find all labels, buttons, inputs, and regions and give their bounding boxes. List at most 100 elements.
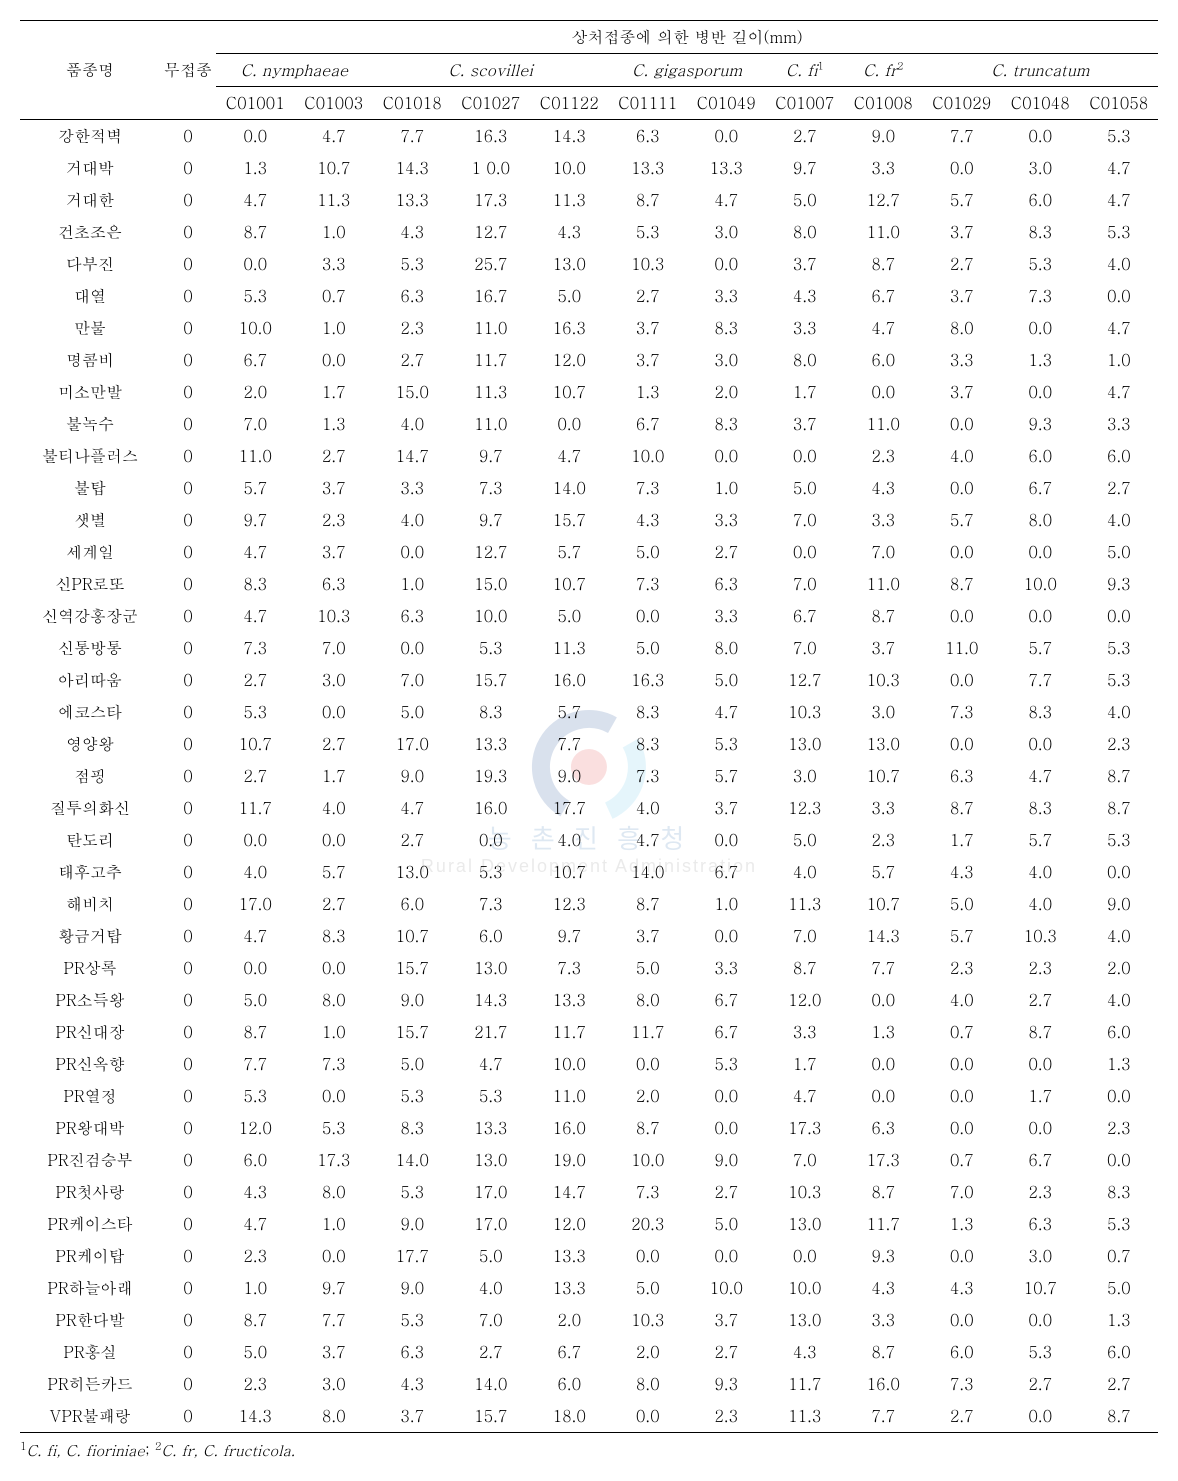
value-cell: 6.0: [452, 920, 531, 952]
value-cell: 9.7: [530, 920, 609, 952]
value-cell: 5.7: [530, 536, 609, 568]
value-cell: 11.7: [609, 1016, 688, 1048]
value-cell: 17.3: [452, 184, 531, 216]
value-cell: 8.7: [1080, 1400, 1159, 1433]
value-cell: 2.3: [1001, 952, 1080, 984]
value-cell: 1.7: [295, 376, 374, 408]
value-cell: 9.0: [373, 1272, 452, 1304]
value-cell: 6.3: [295, 568, 374, 600]
value-cell: 5.3: [373, 1080, 452, 1112]
value-cell: 17.0: [373, 728, 452, 760]
value-cell: 8.3: [373, 1112, 452, 1144]
value-cell: 3.7: [766, 248, 845, 280]
variety-name-cell: PR왕대박: [20, 1112, 160, 1144]
control-cell: 0: [160, 248, 216, 280]
value-cell: 0.0: [295, 696, 374, 728]
value-cell: 2.7: [766, 120, 845, 153]
value-cell: 6.7: [844, 280, 923, 312]
value-cell: 11.3: [530, 632, 609, 664]
table-row: PR케이스타04.71.09.017.012.020.35.013.011.71…: [20, 1208, 1158, 1240]
value-cell: 0.0: [923, 1304, 1002, 1336]
value-cell: 11.0: [452, 312, 531, 344]
value-cell: 7.0: [766, 568, 845, 600]
value-cell: 4.7: [295, 120, 374, 153]
footnote: 1C. fi, C. fioriniae; 2C. fr, C. fructic…: [20, 1433, 1158, 1461]
value-cell: 5.3: [216, 696, 295, 728]
value-cell: 10.0: [609, 1144, 688, 1176]
value-cell: 0.0: [923, 1080, 1002, 1112]
variety-name-cell: 거대박: [20, 152, 160, 184]
value-cell: 6.3: [373, 280, 452, 312]
variety-name-cell: PR홍실: [20, 1336, 160, 1368]
value-cell: 3.0: [687, 344, 766, 376]
table-row: 점핑02.71.79.019.39.07.35.73.010.76.34.78.…: [20, 760, 1158, 792]
value-cell: 3.0: [295, 664, 374, 696]
control-cell: 0: [160, 472, 216, 504]
table-row: 만물010.01.02.311.016.33.78.33.34.78.00.04…: [20, 312, 1158, 344]
footnote-text1: C. fi, C. fioriniae: [27, 1440, 145, 1461]
value-cell: 13.0: [766, 1304, 845, 1336]
variety-name-cell: 불티나플러스: [20, 440, 160, 472]
value-cell: 13.0: [452, 1144, 531, 1176]
value-cell: 8.0: [1001, 504, 1080, 536]
value-cell: 7.0: [766, 504, 845, 536]
table-row: 영양왕010.72.717.013.37.78.35.313.013.00.00…: [20, 728, 1158, 760]
value-cell: 3.0: [1001, 152, 1080, 184]
code-header: C01058: [1080, 87, 1159, 120]
value-cell: 5.3: [687, 728, 766, 760]
table-row: 강한적벽00.04.77.716.314.36.30.02.79.07.70.0…: [20, 120, 1158, 153]
table-row: 질투의화신011.74.04.716.017.74.03.712.33.38.7…: [20, 792, 1158, 824]
control-cell: 0: [160, 664, 216, 696]
value-cell: 0.0: [923, 152, 1002, 184]
code-header: C01018: [373, 87, 452, 120]
value-cell: 1.0: [295, 216, 374, 248]
table-row: 명콤비06.70.02.711.712.03.73.08.06.03.31.31…: [20, 344, 1158, 376]
code-header: C01027: [452, 87, 531, 120]
value-cell: 10.3: [609, 248, 688, 280]
control-cell: 0: [160, 216, 216, 248]
value-cell: 5.0: [1080, 1272, 1159, 1304]
value-cell: 10.0: [609, 440, 688, 472]
value-cell: 0.0: [216, 952, 295, 984]
table-row: PR신대장08.71.015.721.711.711.76.73.31.30.7…: [20, 1016, 1158, 1048]
code-header: C01001: [216, 87, 295, 120]
value-cell: 11.0: [216, 440, 295, 472]
value-cell: 3.0: [1001, 1240, 1080, 1272]
value-cell: 9.3: [687, 1368, 766, 1400]
value-cell: 3.7: [923, 376, 1002, 408]
value-cell: 5.3: [295, 1112, 374, 1144]
control-cell: 0: [160, 120, 216, 153]
value-cell: 4.7: [216, 1208, 295, 1240]
value-cell: 0.0: [1080, 856, 1159, 888]
value-cell: 7.7: [844, 1400, 923, 1433]
value-cell: 0.7: [295, 280, 374, 312]
value-cell: 5.3: [1001, 1336, 1080, 1368]
value-cell: 3.3: [687, 952, 766, 984]
value-cell: 16.3: [530, 312, 609, 344]
value-cell: 11.0: [844, 568, 923, 600]
table-row: PR한다발08.77.75.37.02.010.33.713.03.30.00.…: [20, 1304, 1158, 1336]
value-cell: 10.3: [609, 1304, 688, 1336]
value-cell: 8.3: [687, 408, 766, 440]
value-cell: 0.0: [216, 824, 295, 856]
value-cell: 2.7: [1001, 984, 1080, 1016]
value-cell: 5.7: [844, 856, 923, 888]
value-cell: 9.0: [530, 760, 609, 792]
value-cell: 20.3: [609, 1208, 688, 1240]
value-cell: 0.0: [687, 1240, 766, 1272]
value-cell: 0.0: [923, 1112, 1002, 1144]
value-cell: 6.3: [923, 760, 1002, 792]
value-cell: 5.0: [1080, 536, 1159, 568]
value-cell: 7.0: [452, 1304, 531, 1336]
table-row: 미소만발02.01.715.011.310.71.32.01.70.03.70.…: [20, 376, 1158, 408]
value-cell: 0.0: [1080, 280, 1159, 312]
value-cell: 2.7: [373, 824, 452, 856]
value-cell: 0.0: [1001, 1112, 1080, 1144]
value-cell: 6.0: [1080, 1336, 1159, 1368]
value-cell: 6.7: [687, 984, 766, 1016]
control-cell: 0: [160, 760, 216, 792]
value-cell: 5.0: [766, 824, 845, 856]
value-cell: 14.0: [373, 1144, 452, 1176]
value-cell: 5.3: [373, 1176, 452, 1208]
value-cell: 0.0: [216, 120, 295, 153]
